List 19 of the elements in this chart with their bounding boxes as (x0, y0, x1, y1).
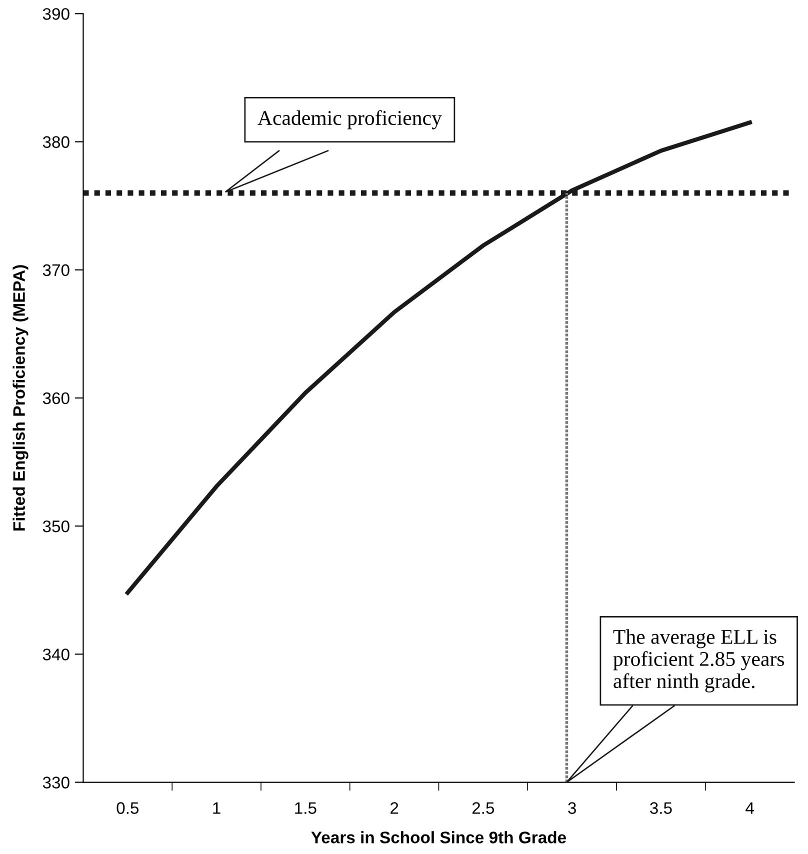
x-tick-label: 1.5 (295, 802, 316, 814)
y-tick-label: 340 (42, 648, 70, 660)
x-tick-label: 3.5 (650, 802, 672, 814)
y-axis-title: Fitted English Proficiency (MEPA) (12, 265, 28, 530)
y-tick-label: 390 (42, 8, 70, 20)
x-tick-label: 1 (213, 802, 220, 814)
x-tick-label: 2.5 (472, 802, 494, 814)
x-tick-label: 3 (568, 802, 576, 814)
x-tick-label: 0.5 (116, 802, 139, 814)
annotation: Academic proficiency (258, 110, 442, 130)
x-tick-label: 2 (390, 802, 398, 814)
x-axis-title: Years in School Since 9th Grade (311, 831, 566, 844)
y-tick-label: 380 (42, 136, 70, 148)
y-tick-label: 370 (42, 264, 70, 276)
x-tick-label: 4 (746, 802, 754, 814)
annotation: The average ELL is proficient 2.85 years after ninth grade. (613, 629, 784, 692)
y-tick-label: 350 (42, 520, 70, 532)
y-tick-label: 330 (42, 776, 70, 788)
y-tick-label: 360 (42, 392, 70, 404)
